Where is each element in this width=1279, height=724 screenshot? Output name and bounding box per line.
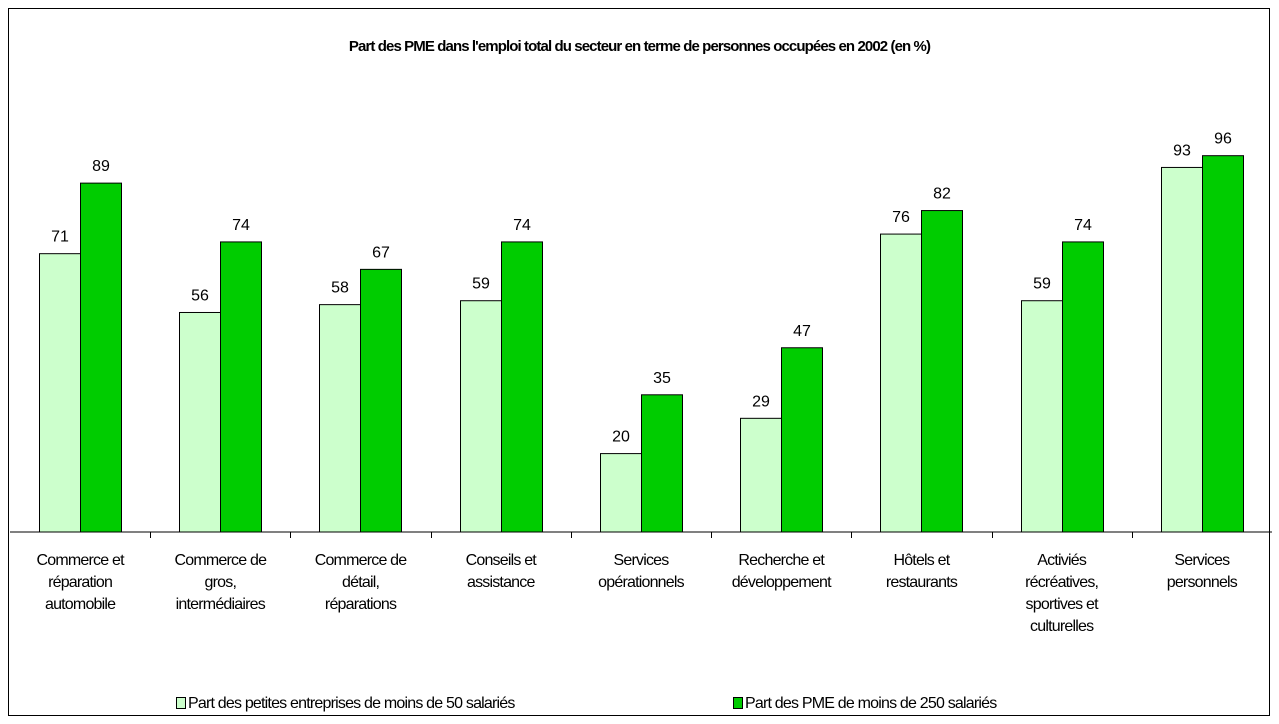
category-label-line: automobile — [45, 596, 116, 613]
bar-small-firms-3 — [460, 300, 502, 533]
bar-value-labels: 71 89 56 74 58 67 59 74 20 35 29 47 76 82 59 74 93 96 — [51, 131, 1232, 446]
bar-value-label: 74 — [1074, 217, 1092, 234]
bar-value-label: 58 — [331, 280, 349, 297]
bar-small-firms-2 — [319, 304, 361, 533]
bar-sme-4 — [641, 394, 683, 533]
category-label-line: Conseils et — [466, 552, 538, 569]
category-label-line: culturelles — [1030, 618, 1094, 635]
category-label-line: intermédiaires — [176, 596, 266, 613]
category-label-line: Activiés — [1037, 552, 1087, 569]
category-label: Activiés récréatives, sportives et culturel… — [1025, 552, 1099, 635]
category-label: Recherche et développement — [732, 552, 832, 591]
category-label: Hôtels et restaurants — [886, 552, 958, 591]
bar-value-label: 29 — [752, 393, 770, 410]
bar-value-label: 67 — [372, 244, 390, 261]
bar-value-label: 20 — [612, 429, 630, 446]
category-label-line: restaurants — [886, 574, 958, 591]
bar-value-label: 71 — [51, 229, 69, 246]
legend: Part des petites entreprises de moins de… — [176, 695, 998, 712]
bar-value-label: 96 — [1214, 131, 1232, 148]
bar-sme-7 — [1062, 241, 1104, 533]
bar-sme-3 — [501, 241, 543, 533]
bar-sme-5 — [781, 347, 823, 533]
category-label: Commerce de détail, réparations — [315, 552, 408, 613]
bar-value-label: 59 — [472, 276, 490, 293]
category-label-line: récréatives, — [1025, 574, 1098, 591]
bar-small-firms-1 — [179, 311, 221, 533]
bar-value-label: 59 — [1033, 276, 1051, 293]
category-label-line: Services — [614, 552, 670, 569]
legend-label: Part des PME de moins de 250 salariés — [745, 695, 997, 712]
bar-small-firms-0 — [39, 253, 81, 533]
category-label: Commerce et réparation automobile — [36, 552, 125, 613]
category-label-line: Services — [1174, 552, 1230, 569]
category-labels: Commerce et réparation automobileCommerce … — [36, 552, 1238, 635]
bar-value-label: 93 — [1173, 142, 1191, 159]
category-label-line: Commerce de — [174, 552, 267, 569]
bar-small-firms-6 — [880, 233, 922, 533]
category-label-line: Recherche et — [738, 552, 825, 569]
legend-label: Part des petites entreprises de moins de… — [188, 695, 515, 712]
category-label: Services personnels — [1167, 552, 1238, 591]
bar-small-firms-4 — [600, 453, 642, 533]
bar-value-label: 74 — [513, 217, 531, 234]
category-label-line: Hôtels et — [893, 552, 950, 569]
category-label-line: développement — [732, 574, 832, 591]
bar-value-label: 89 — [92, 158, 110, 175]
category-label-line: gros, — [205, 574, 237, 591]
category-label: Conseils et assistance — [466, 552, 538, 591]
category-label-line: personnels — [1167, 574, 1238, 591]
category-label-line: Commerce et — [36, 552, 125, 569]
chart-title: Part des PME dans l'emploi total du sect… — [348, 38, 931, 55]
category-label: Services opérationnels — [598, 552, 684, 591]
bar-small-firms-7 — [1021, 300, 1063, 533]
bar-small-firms-8 — [1161, 166, 1203, 533]
category-label-line: sportives et — [1026, 596, 1100, 613]
bars-layer — [39, 155, 1244, 533]
category-label-line: détail, — [342, 574, 379, 591]
bar-value-label: 56 — [191, 287, 209, 304]
bar-value-label: 47 — [793, 323, 811, 340]
bar-value-label: 82 — [933, 186, 951, 203]
category-label-line: réparations — [325, 596, 397, 613]
bar-sme-0 — [80, 182, 122, 533]
legend-swatch — [733, 697, 743, 709]
bar-sme-8 — [1202, 155, 1244, 533]
category-label-line: assistance — [467, 574, 535, 591]
bar-sme-2 — [360, 268, 402, 533]
bar-value-label: 76 — [892, 209, 910, 226]
bar-value-label: 35 — [653, 370, 671, 387]
category-label: Commerce de gros, intermédiaires — [174, 552, 267, 613]
legend-swatch — [176, 697, 186, 709]
category-label-line: opérationnels — [598, 574, 684, 591]
category-label-line: réparation — [48, 574, 112, 591]
bar-sme-6 — [921, 210, 963, 533]
x-axis — [10, 531, 1272, 538]
bar-sme-1 — [220, 241, 262, 533]
category-label-line: Commerce de — [315, 552, 408, 569]
bar-small-firms-5 — [740, 417, 782, 533]
bar-value-label: 74 — [232, 217, 250, 234]
